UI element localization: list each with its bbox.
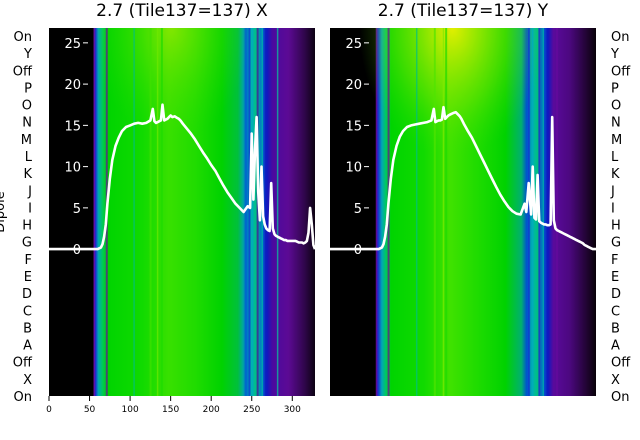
heatmap-streak bbox=[160, 28, 163, 396]
dipole-label: Y bbox=[23, 47, 32, 62]
heatmap-streak bbox=[276, 28, 279, 396]
dipole-label: J bbox=[27, 184, 32, 199]
power-tick-label: 20 bbox=[64, 78, 81, 93]
dipole-label: M bbox=[21, 133, 32, 148]
dipole-label: C bbox=[611, 304, 620, 319]
dipole-label: Off bbox=[611, 356, 631, 371]
dipole-label: F bbox=[25, 253, 32, 268]
dipole-label: P bbox=[24, 81, 32, 96]
dipole-label: H bbox=[611, 219, 621, 234]
y-axis-label: Dipole bbox=[0, 191, 8, 232]
power-line bbox=[49, 103, 315, 251]
heatmap-streak bbox=[256, 28, 259, 396]
power-tick-label: 10 bbox=[64, 161, 81, 176]
heatmap-highlight bbox=[49, 28, 315, 396]
dipole-label: A bbox=[611, 339, 620, 354]
heatmap-streak bbox=[251, 28, 254, 396]
dipole-label: N bbox=[22, 116, 32, 131]
dipole-label: Off bbox=[13, 64, 33, 79]
power-tick-label: 0 bbox=[73, 243, 81, 258]
heatmap-streak bbox=[542, 28, 544, 396]
dipole-label: B bbox=[23, 321, 32, 336]
dipole-label: I bbox=[28, 201, 32, 216]
heatmap-streak bbox=[527, 28, 530, 396]
dipole-label: D bbox=[22, 287, 32, 302]
heatmap-streak bbox=[531, 28, 534, 396]
heatmap-streak bbox=[133, 28, 135, 396]
dipole-label: F bbox=[611, 253, 618, 268]
dipole-label: M bbox=[611, 133, 622, 148]
x-tick-label: 150 bbox=[162, 405, 179, 415]
heatmap-streak bbox=[156, 28, 159, 396]
dipole-label: Off bbox=[13, 356, 33, 371]
power-tick-label: 5 bbox=[73, 202, 81, 217]
power-line bbox=[330, 105, 596, 251]
x-tick-label: 100 bbox=[122, 405, 139, 415]
dipole-label: On bbox=[14, 30, 32, 45]
dipole-label: L bbox=[25, 150, 33, 165]
dipole-label: E bbox=[611, 270, 619, 285]
heatmap-highlight bbox=[330, 28, 596, 396]
panel-x: 2.7 (Tile137=137) X 0 5 10 15 20 25 On Y Off PON… bbox=[13, 1, 315, 415]
dipole-label: O bbox=[22, 99, 32, 114]
dipole-label: X bbox=[611, 373, 620, 388]
x-tick-label: 50 bbox=[84, 405, 96, 415]
dipole-label: G bbox=[22, 236, 32, 251]
dipole-label: C bbox=[23, 304, 32, 319]
dipole-label: K bbox=[611, 167, 620, 182]
power-tick-label: 5 bbox=[354, 202, 362, 217]
dipole-label: D bbox=[611, 287, 621, 302]
x-tick-label: 200 bbox=[203, 405, 220, 415]
dipole-label: P bbox=[611, 81, 619, 96]
power-tick-label: 0 bbox=[354, 243, 362, 258]
heatmap-streak bbox=[556, 28, 558, 396]
heatmap-streak bbox=[248, 28, 251, 396]
power-tick-label: 25 bbox=[345, 37, 362, 52]
dipole-label: I bbox=[611, 201, 615, 216]
heatmap-streak bbox=[433, 28, 436, 396]
power-axis: 0 5 10 15 20 25 bbox=[345, 37, 369, 258]
heatmap-streak bbox=[264, 28, 267, 396]
heatmap-streak bbox=[442, 28, 445, 396]
dipole-label: X bbox=[23, 373, 32, 388]
panel-title: 2.7 (Tile137=137) Y bbox=[378, 1, 549, 21]
dipole-label: O bbox=[611, 99, 621, 114]
x-axis: 0 50 100 150 200 250 300 bbox=[46, 396, 301, 415]
dipole-label: G bbox=[611, 236, 621, 251]
x-tick-label: 300 bbox=[284, 405, 301, 415]
dipole-label: On bbox=[611, 30, 629, 45]
heatmap-streak bbox=[149, 28, 152, 396]
heatmap-streak bbox=[415, 28, 418, 396]
dipole-label: On bbox=[14, 390, 32, 405]
power-tick-label: 15 bbox=[345, 119, 362, 134]
power-tick-label: 15 bbox=[64, 119, 81, 134]
heatmap-streak bbox=[546, 28, 549, 396]
x-tick-label: 250 bbox=[243, 405, 260, 415]
panel-title: 2.7 (Tile137=137) X bbox=[96, 1, 268, 21]
power-tick-label: 20 bbox=[345, 78, 362, 93]
dipole-label: A bbox=[23, 339, 32, 354]
dipole-label: Y bbox=[610, 47, 619, 62]
dipole-label: L bbox=[611, 150, 619, 165]
dipole-label: Off bbox=[611, 64, 631, 79]
power-axis: 0 5 10 15 20 25 bbox=[64, 37, 88, 258]
dipole-label: B bbox=[611, 321, 620, 336]
dipole-label: On bbox=[611, 390, 629, 405]
heatmap-streak bbox=[445, 28, 448, 396]
dipole-label: N bbox=[611, 116, 621, 131]
dipole-label: K bbox=[23, 167, 32, 182]
power-tick-label: 25 bbox=[64, 37, 81, 52]
dipole-label: H bbox=[22, 219, 32, 234]
panel-y: 2.7 (Tile137=137) Y 0 5 10 15 20 25 On Y Off PON… bbox=[330, 1, 631, 405]
dipole-label: J bbox=[610, 184, 615, 199]
power-tick-label: 10 bbox=[345, 161, 362, 176]
dipole-label: E bbox=[24, 270, 32, 285]
x-tick-label: 0 bbox=[46, 405, 52, 415]
